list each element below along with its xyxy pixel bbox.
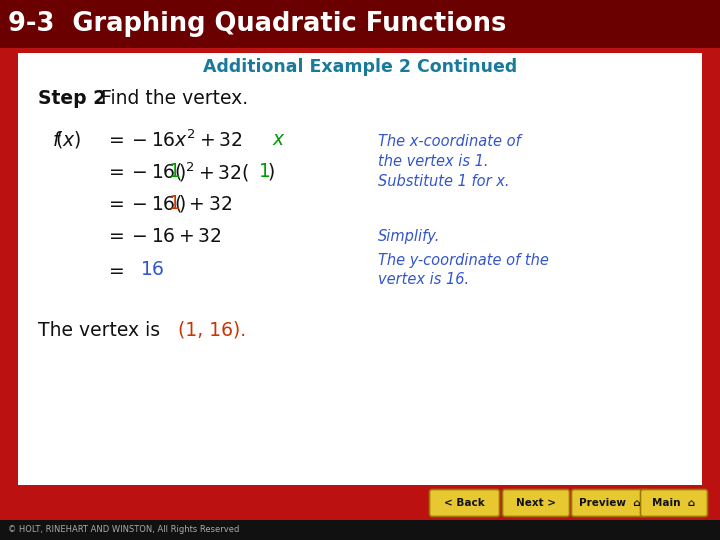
- Text: $) + 32$: $) + 32$: [178, 193, 233, 214]
- Bar: [0, 520, 720, 540]
- Text: $)$: $)$: [267, 161, 274, 183]
- Text: 9-3  Graphing Quadratic Functions: 9-3 Graphing Quadratic Functions: [8, 11, 506, 37]
- Bar: [0, 0, 720, 48]
- Bar: [18, 53, 702, 485]
- Text: Main  ⌂: Main ⌂: [652, 498, 696, 508]
- FancyBboxPatch shape: [430, 489, 500, 516]
- Text: $= -16($: $= -16($: [105, 193, 183, 214]
- Text: $x$: $x$: [272, 131, 286, 149]
- Text: (1, 16).: (1, 16).: [178, 321, 246, 340]
- FancyBboxPatch shape: [641, 489, 708, 516]
- Text: Step 2: Step 2: [38, 90, 106, 109]
- Text: $= -16($: $= -16($: [105, 161, 183, 183]
- FancyBboxPatch shape: [572, 489, 649, 516]
- Text: vertex is 16.: vertex is 16.: [378, 273, 469, 287]
- Text: the vertex is 1.: the vertex is 1.: [378, 154, 488, 170]
- Text: $1$: $1$: [168, 195, 180, 213]
- Text: $1$: $1$: [258, 163, 270, 181]
- Text: The vertex is: The vertex is: [38, 321, 166, 340]
- FancyBboxPatch shape: [503, 489, 570, 516]
- Text: Find the vertex.: Find the vertex.: [101, 90, 248, 109]
- Text: Substitute 1 for x.: Substitute 1 for x.: [378, 174, 510, 190]
- Text: < Back: < Back: [444, 498, 485, 508]
- Text: $16$: $16$: [140, 261, 165, 279]
- Text: Preview  ⌂: Preview ⌂: [579, 498, 641, 508]
- Text: $=$: $=$: [105, 261, 125, 279]
- Text: The x-coordinate of: The x-coordinate of: [378, 134, 521, 150]
- Text: Simplify.: Simplify.: [378, 230, 441, 245]
- Text: Next >: Next >: [516, 498, 556, 508]
- Text: $= -16x^2 + 32$: $= -16x^2 + 32$: [105, 129, 243, 151]
- Text: $)^2 + 32($: $)^2 + 32($: [178, 160, 249, 184]
- Text: Additional Example 2 Continued: Additional Example 2 Continued: [203, 58, 517, 76]
- Text: $= -16 + 32$: $= -16 + 32$: [105, 228, 222, 246]
- Text: The y-coordinate of the: The y-coordinate of the: [378, 253, 549, 267]
- Text: $1$: $1$: [168, 163, 180, 181]
- Text: $f\!\left(x\right)$: $f\!\left(x\right)$: [52, 130, 81, 151]
- Text: © HOLT, RINEHART AND WINSTON, All Rights Reserved: © HOLT, RINEHART AND WINSTON, All Rights…: [8, 525, 239, 535]
